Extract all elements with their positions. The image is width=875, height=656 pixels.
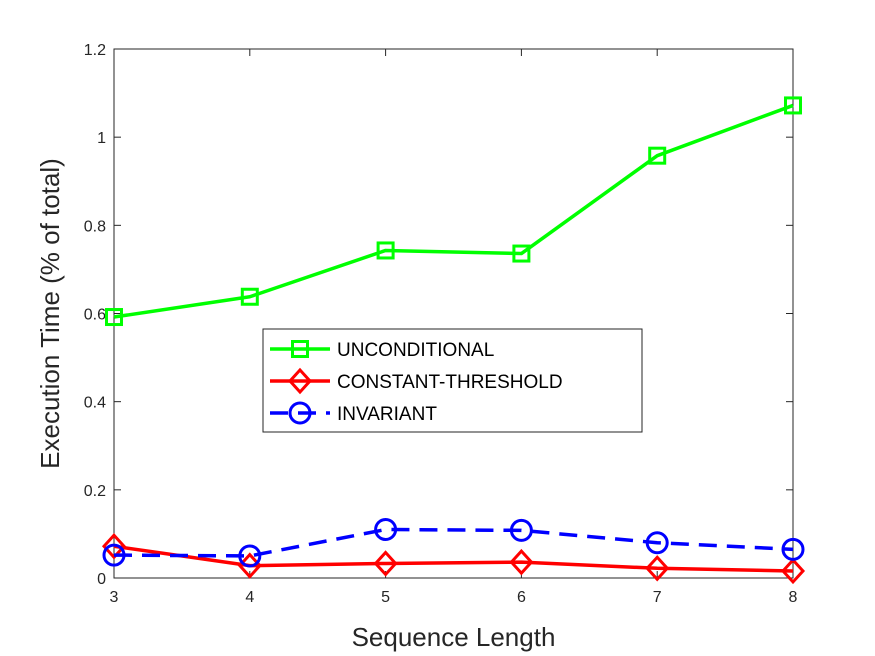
data-point [373, 550, 398, 577]
y-tick-label: 0.6 [84, 307, 106, 324]
y-tick-label: 0.4 [84, 395, 106, 412]
series-line [113, 103, 794, 319]
data-point [374, 518, 398, 542]
x-axis-title: Sequence Length [352, 622, 556, 652]
series-line [113, 544, 794, 573]
legend-entry: CONSTANT-THRESHOLD [270, 367, 563, 395]
x-tick-label: 4 [245, 589, 254, 606]
y-axis-ticks: 0 0.2 0.4 0.6 0.8 1 1.2 [84, 42, 793, 588]
series-layer [101, 96, 806, 585]
legend-marker [287, 367, 313, 395]
series-invariant [102, 518, 805, 568]
plot-area [114, 49, 793, 578]
x-tick-label: 5 [381, 589, 390, 606]
data-point [102, 543, 126, 567]
data-point [645, 531, 669, 555]
legend-marker [288, 401, 312, 425]
x-tick-label: 7 [653, 589, 662, 606]
data-point [509, 518, 533, 542]
y-tick-label: 0.2 [84, 483, 106, 500]
data-point [240, 287, 259, 306]
data-point [784, 96, 802, 115]
legend-marker [291, 340, 309, 358]
y-tick-label: 0.8 [84, 218, 106, 235]
y-tick-label: 0 [97, 571, 106, 588]
y-axis-title: Execution Time (% of total) [35, 158, 65, 469]
x-tick-label: 3 [110, 589, 119, 606]
x-tick-label: 6 [517, 589, 526, 606]
data-point [780, 557, 806, 585]
legend-label: CONSTANT-THRESHOLD [337, 372, 563, 393]
x-tick-label: 8 [789, 589, 798, 606]
series-constant-threshold [101, 533, 806, 585]
y-tick-label: 1 [97, 130, 106, 147]
data-point [648, 146, 667, 165]
data-point [105, 308, 123, 327]
legend: UNCONDITIONAL CONSTANT-THRESHOLD INVARIANT [262, 328, 643, 433]
series-line [113, 527, 794, 558]
data-point [645, 555, 670, 582]
y-tick-label: 1.2 [84, 42, 106, 59]
data-point [238, 544, 262, 568]
data-point [101, 533, 127, 560]
legend-label: INVARIANT [337, 404, 437, 425]
data-point [509, 548, 534, 576]
x-axis-ticks: 3 4 5 6 7 8 [110, 49, 798, 606]
data-point [512, 244, 531, 263]
series-unconditional [105, 96, 802, 327]
legend-entry: UNCONDITIONAL [270, 340, 494, 361]
data-point [376, 241, 395, 260]
data-point [781, 537, 805, 561]
legend-label: UNCONDITIONAL [337, 340, 494, 361]
legend-entry: INVARIANT [270, 401, 437, 425]
